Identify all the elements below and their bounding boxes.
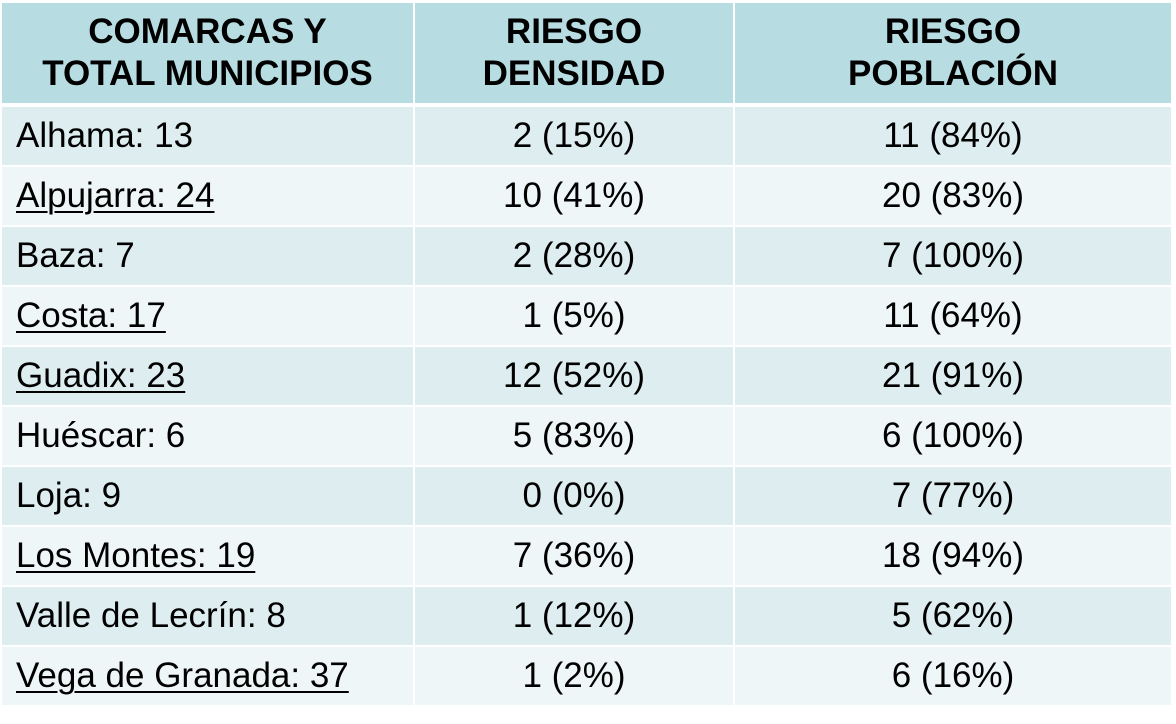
comarca-cell: Valle de Lecrín: 8 <box>2 587 415 647</box>
comarca-label: Alhama: 13 <box>16 116 194 155</box>
comarca-cell: Guadix: 23 <box>2 347 415 407</box>
riesgo-poblacion-cell: 5 (62%) <box>735 587 1171 647</box>
riesgo-densidad-cell: 5 (83%) <box>415 407 735 467</box>
riesgo-densidad-cell: 1 (2%) <box>415 647 735 707</box>
comarca-link[interactable]: Vega de Granada: 37 <box>16 656 349 695</box>
comarca-cell: Loja: 9 <box>2 467 415 527</box>
header-densidad-line2: DENSIDAD <box>482 54 666 93</box>
header-riesgo-poblacion: RIESGO POBLACIÓN <box>735 3 1171 107</box>
comarca-label: Huéscar: 6 <box>16 416 186 455</box>
comarca-cell: Los Montes: 19 <box>2 527 415 587</box>
header-poblacion-line2: POBLACIÓN <box>848 54 1058 93</box>
comarca-link[interactable]: Costa: 17 <box>16 296 166 335</box>
table-row: Guadix: 23 12 (52%) 21 (91%) <box>2 347 1171 407</box>
riesgo-poblacion-cell: 21 (91%) <box>735 347 1171 407</box>
riesgo-densidad-cell: 10 (41%) <box>415 167 735 227</box>
table-row: Costa: 17 1 (5%) 11 (64%) <box>2 287 1171 347</box>
table-row: Los Montes: 19 7 (36%) 18 (94%) <box>2 527 1171 587</box>
comarca-cell: Alhama: 13 <box>2 107 415 167</box>
riesgo-poblacion-cell: 7 (100%) <box>735 227 1171 287</box>
table-row: Vega de Granada: 37 1 (2%) 6 (16%) <box>2 647 1171 707</box>
header-comarcas: COMARCAS Y TOTAL MUNICIPIOS <box>2 3 415 107</box>
riesgo-densidad-cell: 7 (36%) <box>415 527 735 587</box>
comarca-link[interactable]: Los Montes: 19 <box>16 536 256 575</box>
riesgo-densidad-cell: 1 (12%) <box>415 587 735 647</box>
comarca-label: Loja: 9 <box>16 476 122 515</box>
riesgo-densidad-cell: 0 (0%) <box>415 467 735 527</box>
comarca-cell: Baza: 7 <box>2 227 415 287</box>
riesgo-poblacion-cell: 11 (84%) <box>735 107 1171 167</box>
riesgo-poblacion-cell: 11 (64%) <box>735 287 1171 347</box>
header-poblacion-line1: RIESGO <box>884 12 1022 51</box>
comarca-link[interactable]: Guadix: 23 <box>16 356 186 395</box>
comarca-link[interactable]: Alpujarra: 24 <box>16 176 215 215</box>
table-row: Baza: 7 2 (28%) 7 (100%) <box>2 227 1171 287</box>
comarca-label: Valle de Lecrín: 8 <box>16 596 286 635</box>
comarca-cell: Vega de Granada: 37 <box>2 647 415 707</box>
table-row: Loja: 9 0 (0%) 7 (77%) <box>2 467 1171 527</box>
header-comarcas-line1: COMARCAS Y <box>88 12 327 51</box>
table-body: Alhama: 13 2 (15%) 11 (84%) Alpujarra: 24 10… <box>2 107 1171 707</box>
riesgo-densidad-cell: 2 (15%) <box>415 107 735 167</box>
comarcas-risk-table-container: COMARCAS Y TOTAL MUNICIPIOS RIESGO DENSI… <box>2 3 1171 707</box>
riesgo-poblacion-cell: 18 (94%) <box>735 527 1171 587</box>
header-comarcas-line2: TOTAL MUNICIPIOS <box>42 54 373 93</box>
riesgo-poblacion-cell: 20 (83%) <box>735 167 1171 227</box>
riesgo-densidad-cell: 12 (52%) <box>415 347 735 407</box>
table-row: Huéscar: 6 5 (83%) 6 (100%) <box>2 407 1171 467</box>
riesgo-poblacion-cell: 7 (77%) <box>735 467 1171 527</box>
table-row: Alpujarra: 24 10 (41%) 20 (83%) <box>2 167 1171 227</box>
riesgo-densidad-cell: 2 (28%) <box>415 227 735 287</box>
comarca-label: Baza: 7 <box>16 236 135 275</box>
comarca-cell: Alpujarra: 24 <box>2 167 415 227</box>
table-header-row: COMARCAS Y TOTAL MUNICIPIOS RIESGO DENSI… <box>2 3 1171 107</box>
riesgo-poblacion-cell: 6 (100%) <box>735 407 1171 467</box>
table-row: Alhama: 13 2 (15%) 11 (84%) <box>2 107 1171 167</box>
header-densidad-line1: RIESGO <box>505 12 643 51</box>
riesgo-poblacion-cell: 6 (16%) <box>735 647 1171 707</box>
comarca-cell: Costa: 17 <box>2 287 415 347</box>
comarcas-risk-table: COMARCAS Y TOTAL MUNICIPIOS RIESGO DENSI… <box>2 3 1171 707</box>
comarca-cell: Huéscar: 6 <box>2 407 415 467</box>
table-row: Valle de Lecrín: 8 1 (12%) 5 (62%) <box>2 587 1171 647</box>
header-riesgo-densidad: RIESGO DENSIDAD <box>415 3 735 107</box>
riesgo-densidad-cell: 1 (5%) <box>415 287 735 347</box>
